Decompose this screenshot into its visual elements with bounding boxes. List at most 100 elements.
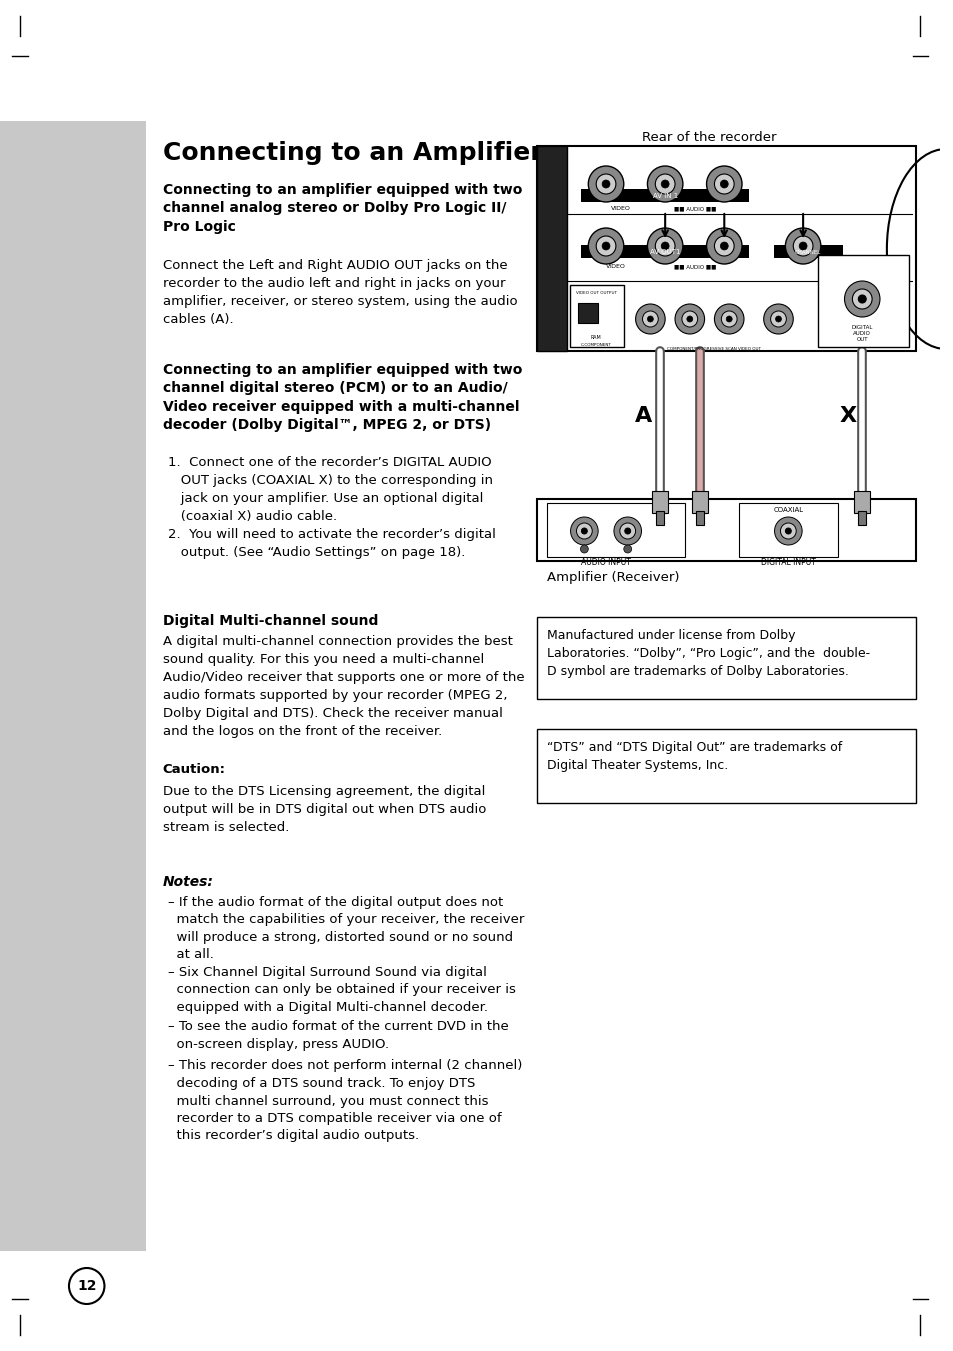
Circle shape [714,236,734,255]
Bar [537,146,566,351]
Circle shape [641,311,658,327]
Circle shape [780,523,796,539]
Text: AUDIO INPUT: AUDIO INPUT [580,558,630,567]
Circle shape [660,180,668,188]
Circle shape [770,311,785,327]
Circle shape [706,228,741,263]
Text: – This recorder does not perform internal (2 channel)
  decoding of a DTS sound : – This recorder does not perform interna… [168,1059,521,1143]
Bar [773,245,841,258]
Circle shape [576,523,592,539]
Bar [537,146,916,351]
Circle shape [588,228,623,263]
Bar [695,511,703,526]
Bar [652,490,667,513]
Circle shape [763,304,793,334]
Text: COMPONENT/PROGRESSIVE SCAN VIDEO OUT: COMPONENT/PROGRESSIVE SCAN VIDEO OUT [667,347,760,351]
Bar [537,499,916,561]
Text: Caution:: Caution: [162,763,225,775]
Circle shape [69,1269,104,1304]
Circle shape [647,166,682,203]
Circle shape [580,528,587,534]
Circle shape [570,517,598,544]
Bar [537,730,916,802]
Circle shape [784,228,820,263]
Text: “DTS” and “DTS Digital Out” are trademarks of
Digital Theater Systems, Inc.: “DTS” and “DTS Digital Out” are trademar… [546,740,841,771]
Text: – If the audio format of the digital output does not
  match the capabilities of: – If the audio format of the digital out… [168,896,523,962]
Circle shape [714,304,743,334]
Circle shape [725,316,731,322]
Text: 2.  You will need to activate the recorder’s digital
   output. (See “Audio Sett: 2. You will need to activate the recorde… [168,528,495,559]
Circle shape [655,174,675,195]
Circle shape [775,316,781,322]
Bar [580,245,748,258]
Circle shape [624,528,630,534]
Circle shape [596,236,616,255]
Text: RAM: RAM [590,335,601,340]
Text: Due to the DTS Licensing agreement, the digital
output will be in DTS digital ou: Due to the DTS Licensing agreement, the … [162,785,485,834]
Circle shape [614,517,640,544]
Text: Connecting to an amplifier equipped with two
channel digital stereo (PCM) or to : Connecting to an amplifier equipped with… [162,363,521,432]
Circle shape [686,316,692,322]
Text: Amplifier (Receiver): Amplifier (Receiver) [546,571,679,584]
Circle shape [720,242,727,250]
Bar [580,189,748,203]
Text: VIDEO OUT OUTPUT: VIDEO OUT OUTPUT [575,290,616,295]
Circle shape [774,517,801,544]
Text: Digital Multi-channel sound: Digital Multi-channel sound [162,613,377,628]
Text: 1.  Connect one of the recorder’s DIGITAL AUDIO
   OUT jacks (COAXIAL X) to the : 1. Connect one of the recorder’s DIGITAL… [168,457,492,523]
Bar [854,490,869,513]
Bar [817,255,907,347]
Circle shape [647,228,682,263]
Circle shape [601,242,609,250]
Text: – Six Channel Digital Surround Sound via digital
  connection can only be obtain: – Six Channel Digital Surround Sound via… [168,966,515,1015]
Circle shape [635,304,664,334]
Text: VIDEO: VIDEO [610,205,630,211]
Circle shape [588,166,623,203]
Circle shape [720,311,737,327]
Text: Notes:: Notes: [162,875,213,889]
Circle shape [619,523,635,539]
Bar [537,617,916,698]
Text: COAXIAL: COAXIAL [773,507,802,513]
Text: Rear of the recorder: Rear of the recorder [641,131,776,145]
Circle shape [843,281,879,317]
Text: X: X [839,407,856,426]
Circle shape [720,180,727,188]
Circle shape [660,242,668,250]
Circle shape [714,174,734,195]
Circle shape [799,242,806,250]
Bar [0,0,146,122]
Text: A digital multi-channel connection provides the best
sound quality. For this you: A digital multi-channel connection provi… [162,635,523,738]
Text: ■■ AUDIO ■■: ■■ AUDIO ■■ [673,205,715,211]
Text: Connect the Left and Right AUDIO OUT jacks on the
recorder to the audio left and: Connect the Left and Right AUDIO OUT jac… [162,259,517,326]
Circle shape [655,236,675,255]
Circle shape [623,544,631,553]
Text: ■■ AUDIO ■■: ■■ AUDIO ■■ [673,263,715,269]
Text: Connecting to an Amplifier: Connecting to an Amplifier [162,141,541,165]
Text: 12: 12 [77,1279,96,1293]
Bar [0,1251,146,1351]
Text: Connecting to an amplifier equipped with two
channel analog stereo or Dolby Pro : Connecting to an amplifier equipped with… [162,182,521,234]
Circle shape [784,528,790,534]
Bar [858,511,865,526]
Bar [578,303,598,323]
Text: DIGITAL INPUT: DIGITAL INPUT [760,558,815,567]
Circle shape [647,316,653,322]
Bar [656,511,663,526]
Bar [546,503,684,557]
Text: A: A [634,407,652,426]
Text: AV OUT1: AV OUT1 [649,249,679,255]
Bar [569,285,623,347]
Circle shape [858,295,865,303]
Circle shape [681,311,697,327]
Text: VIDEO: VIDEO [605,263,625,269]
Circle shape [596,174,616,195]
Bar [739,503,837,557]
Bar [691,490,707,513]
Text: DIGITAL
AUDIO
OUT: DIGITAL AUDIO OUT [851,326,872,342]
Circle shape [601,180,609,188]
Circle shape [706,166,741,203]
Bar [0,0,146,1351]
Text: – To see the audio format of the current DVD in the
  on-screen display, press A: – To see the audio format of the current… [168,1020,508,1051]
Text: C-COMPONENT: C-COMPONENT [580,343,611,347]
